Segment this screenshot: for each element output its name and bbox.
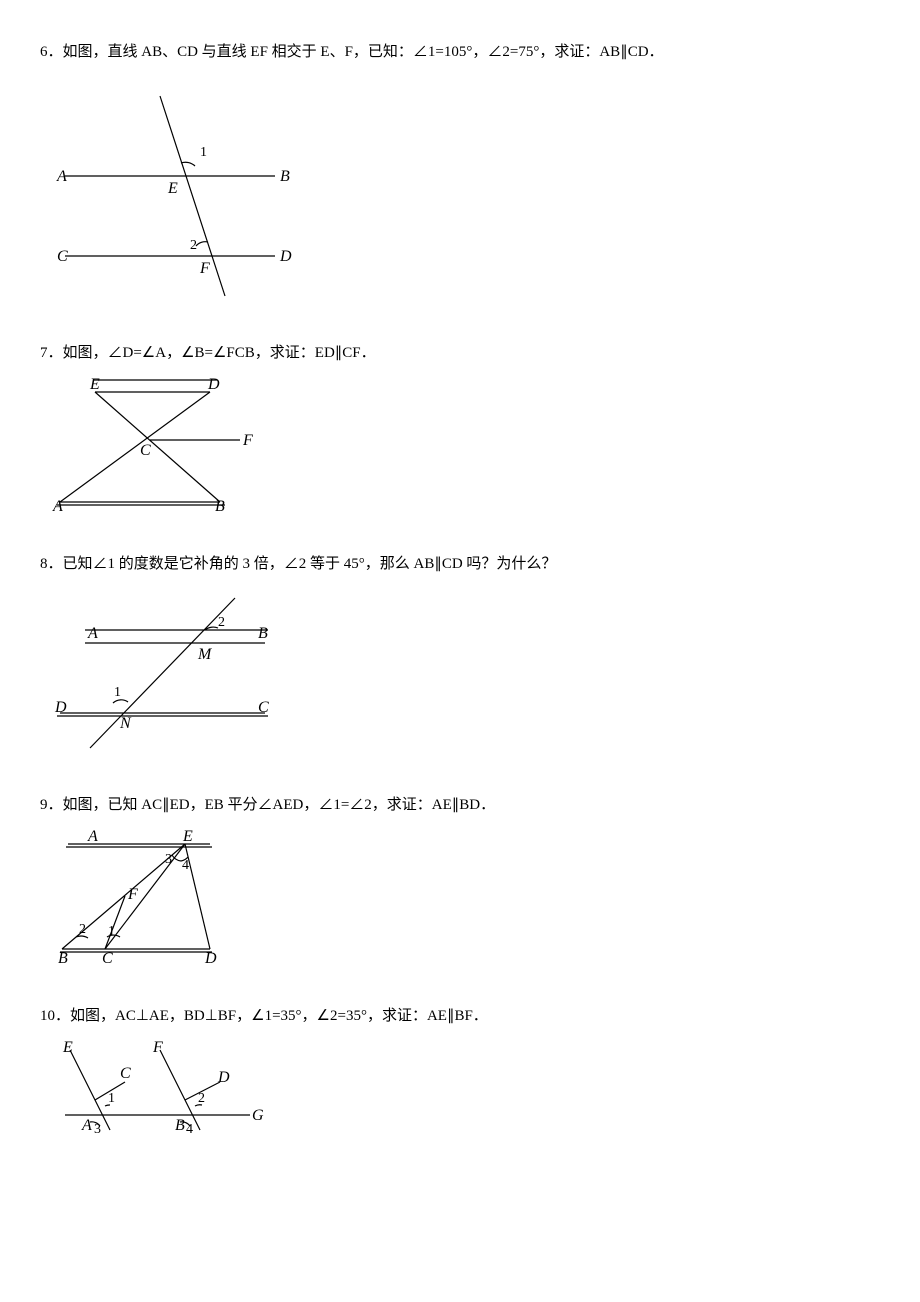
svg-text:A: A bbox=[87, 625, 98, 642]
svg-text:1: 1 bbox=[108, 924, 115, 939]
svg-text:A: A bbox=[52, 498, 63, 515]
svg-text:D: D bbox=[207, 377, 220, 393]
problem-10-text: 10．如图，AC⊥AE，BD⊥BF，∠1=35°，∠2=35°，求证：AE∥BF… bbox=[40, 1004, 880, 1028]
svg-text:3: 3 bbox=[94, 1122, 101, 1137]
svg-text:4: 4 bbox=[182, 858, 189, 873]
problem-9: 9．如图，已知 AC∥ED，EB 平分∠AED，∠1=∠2，求证：AE∥BD． … bbox=[40, 793, 880, 974]
svg-text:E: E bbox=[182, 829, 193, 845]
problem-9-figure: A E B C D F 3 4 1 2 bbox=[50, 829, 880, 974]
svg-text:2: 2 bbox=[79, 922, 86, 937]
problem-6-text: 6．如图，直线 AB、CD 与直线 EF 相交于 E、F，已知：∠1=105°，… bbox=[40, 40, 880, 64]
svg-text:E: E bbox=[167, 180, 178, 197]
svg-text:A: A bbox=[81, 1117, 92, 1134]
problem-8-text: 8．已知∠1 的度数是它补角的 3 倍，∠2 等于 45°，那么 AB∥CD 吗… bbox=[40, 552, 880, 576]
problem-7-figure: E D A B C F bbox=[50, 377, 880, 522]
problem-9-text: 9．如图，已知 AC∥ED，EB 平分∠AED，∠1=∠2，求证：AE∥BD． bbox=[40, 793, 880, 817]
problem-10: 10．如图，AC⊥AE，BD⊥BF，∠1=35°，∠2=35°，求证：AE∥BF… bbox=[40, 1004, 880, 1145]
svg-text:B: B bbox=[175, 1117, 185, 1134]
svg-text:D: D bbox=[279, 248, 292, 265]
svg-text:C: C bbox=[140, 442, 151, 459]
svg-text:B: B bbox=[280, 168, 290, 185]
svg-text:C: C bbox=[120, 1065, 131, 1082]
svg-text:2: 2 bbox=[198, 1091, 205, 1106]
svg-text:B: B bbox=[258, 625, 268, 642]
problem-8-figure: A B D C M N 2 1 bbox=[50, 588, 880, 763]
svg-text:E: E bbox=[89, 377, 100, 393]
svg-text:2: 2 bbox=[190, 238, 197, 253]
svg-text:C: C bbox=[57, 248, 68, 265]
svg-text:D: D bbox=[217, 1069, 230, 1086]
svg-text:M: M bbox=[197, 646, 213, 663]
problem-7: 7．如图，∠D=∠A，∠B=∠FCB，求证：ED∥CF． E D A B C F bbox=[40, 341, 880, 522]
svg-text:A: A bbox=[87, 829, 98, 845]
svg-text:C: C bbox=[258, 699, 269, 716]
svg-text:A: A bbox=[56, 168, 67, 185]
svg-text:E: E bbox=[62, 1040, 73, 1056]
svg-text:1: 1 bbox=[200, 145, 207, 160]
svg-text:F: F bbox=[152, 1040, 163, 1056]
svg-text:1: 1 bbox=[108, 1091, 115, 1106]
svg-text:3: 3 bbox=[165, 852, 172, 867]
problem-6-figure: A B C D E F 1 2 bbox=[50, 76, 880, 311]
svg-text:2: 2 bbox=[218, 615, 225, 630]
svg-text:F: F bbox=[199, 260, 210, 277]
svg-text:B: B bbox=[215, 498, 225, 515]
problem-7-text: 7．如图，∠D=∠A，∠B=∠FCB，求证：ED∥CF． bbox=[40, 341, 880, 365]
svg-text:G: G bbox=[252, 1107, 264, 1124]
problem-10-figure: E F C D A B G 1 2 3 3 4 bbox=[50, 1040, 880, 1145]
svg-text:F: F bbox=[127, 886, 138, 903]
problem-8: 8．已知∠1 的度数是它补角的 3 倍，∠2 等于 45°，那么 AB∥CD 吗… bbox=[40, 552, 880, 763]
svg-text:D: D bbox=[54, 699, 67, 716]
svg-text:F: F bbox=[242, 432, 253, 449]
svg-text:1: 1 bbox=[114, 685, 121, 700]
svg-text:N: N bbox=[119, 715, 132, 732]
svg-text:4: 4 bbox=[186, 1122, 193, 1137]
problem-6: 6．如图，直线 AB、CD 与直线 EF 相交于 E、F，已知：∠1=105°，… bbox=[40, 40, 880, 311]
